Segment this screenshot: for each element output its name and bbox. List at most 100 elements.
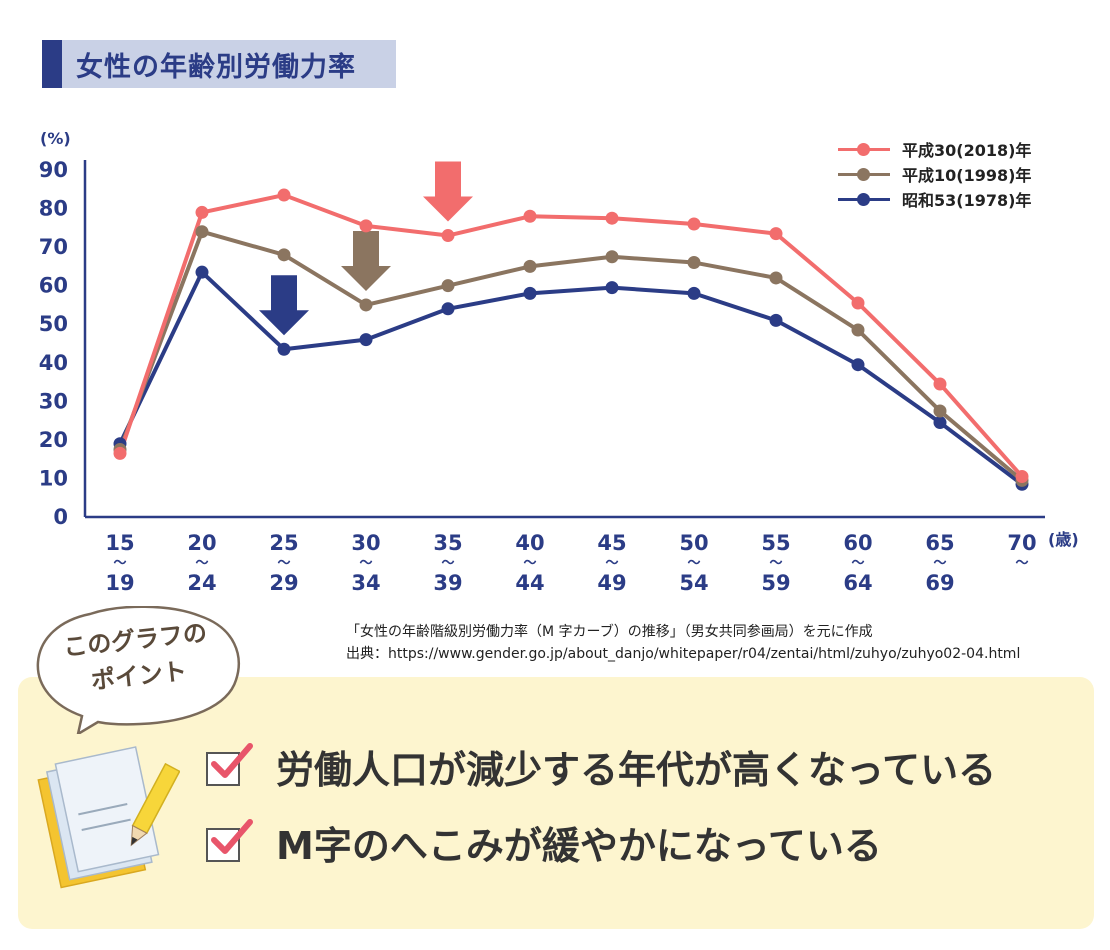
x-tick-tilde: 〜: [605, 556, 618, 571]
x-tick-label: 50: [679, 531, 708, 555]
y-tick-label: 60: [39, 274, 68, 298]
title-bar: [42, 40, 396, 88]
data-point: [359, 219, 373, 233]
legend-swatch: [838, 142, 890, 156]
x-tick-tilde: 〜: [1015, 556, 1028, 571]
down-arrow-icon: [423, 161, 473, 222]
data-point: [113, 446, 127, 460]
checkbox-icon: [206, 743, 253, 786]
legend-swatch: [838, 167, 890, 181]
data-point: [769, 227, 783, 241]
data-point: [851, 323, 865, 337]
x-tick-label: 55: [761, 531, 790, 555]
series-line: [118, 270, 1024, 486]
point-text: M字のへこみが緩やかになっている: [276, 823, 882, 868]
source-note: 「女性の年齢階級別労働力率（M 字カーブ）の推移」（男女共同参画局）を元に作成 …: [346, 621, 1020, 665]
legend-label: 平成10(1998)年: [902, 165, 1032, 185]
data-point: [523, 286, 537, 300]
y-tick-label: 70: [39, 235, 68, 259]
x-tick-tilde: 〜: [687, 556, 700, 571]
data-point: [1015, 470, 1029, 484]
x-tick-tilde: 〜: [769, 556, 782, 571]
data-point: [523, 259, 537, 273]
data-point: [687, 217, 701, 231]
x-tick-label: 45: [597, 531, 626, 555]
data-point: [195, 205, 209, 219]
source-url: 出典：https://www.gender.go.jp/about_danjo/…: [346, 646, 1021, 662]
data-point: [277, 248, 291, 262]
point-item: M字のへこみが緩やかになっている: [206, 814, 882, 870]
points-panel: [18, 677, 1094, 929]
y-tick-label: 50: [39, 312, 68, 336]
x-tick-label: 49: [597, 571, 626, 595]
data-point: [441, 279, 455, 293]
x-tick-label: 40: [515, 531, 544, 555]
y-tick-label: 20: [39, 428, 68, 452]
x-tick-label: 25: [269, 531, 298, 555]
x-tick-label: 70: [1007, 531, 1036, 555]
x-tick-label: 20: [187, 531, 216, 555]
x-tick-tilde: 〜: [359, 556, 372, 571]
x-tick-tilde: 〜: [113, 556, 126, 571]
data-point: [441, 302, 455, 316]
checkbox-icon: [206, 819, 253, 862]
title-accent: [42, 40, 62, 88]
data-point: [933, 416, 947, 430]
y-tick-label: 0: [53, 505, 68, 529]
x-tick-label: 44: [515, 571, 544, 595]
point-item: 労働人口が減少する年代が高くなっている: [206, 738, 996, 794]
data-point: [851, 358, 865, 372]
x-tick-label: 19: [105, 571, 134, 595]
data-point: [605, 281, 619, 295]
y-tick-label: 90: [39, 158, 68, 182]
down-arrow-icon: [259, 275, 309, 336]
x-tick-tilde: 〜: [441, 556, 454, 571]
x-tick-label: 69: [925, 571, 954, 595]
data-point: [933, 377, 947, 391]
x-tick-label: 29: [269, 571, 298, 595]
data-point: [605, 250, 619, 264]
speech-bubble: [36, 606, 240, 734]
legend-label: 平成30(2018)年: [902, 140, 1032, 160]
legend-item: 平成30(2018)年: [838, 136, 1031, 161]
data-point: [769, 271, 783, 285]
x-tick-label: 64: [843, 571, 872, 595]
point-text: 労働人口が減少する年代が高くなっている: [276, 747, 997, 792]
y-tick-label: 10: [39, 466, 68, 490]
data-point: [769, 313, 783, 327]
data-point: [687, 256, 701, 270]
y-tick-label: 80: [39, 197, 68, 221]
data-point: [359, 333, 373, 347]
data-point: [441, 229, 455, 243]
data-point: [195, 225, 209, 239]
data-point: [277, 188, 291, 202]
x-tick-label: 54: [679, 571, 708, 595]
series-line: [118, 229, 1024, 482]
line-chart: (%)010203040506070809015〜1920〜2425〜2930〜…: [39, 129, 1079, 595]
x-tick-label: 65: [925, 531, 954, 555]
x-axis-unit: (歳): [1048, 530, 1079, 549]
x-tick-tilde: 〜: [851, 556, 864, 571]
x-tick-label: 30: [351, 531, 380, 555]
source-caption: 「女性の年齢階級別労働力率（M 字カーブ）の推移」（男女共同参画局）を元に作成: [346, 624, 873, 640]
data-point: [933, 404, 947, 418]
x-tick-label: 60: [843, 531, 872, 555]
x-tick-tilde: 〜: [523, 556, 536, 571]
data-point: [277, 342, 291, 356]
legend-swatch: [838, 192, 890, 206]
y-tick-label: 40: [39, 351, 68, 375]
x-tick-tilde: 〜: [933, 556, 946, 571]
x-tick-label: 35: [433, 531, 462, 555]
data-point: [687, 286, 701, 300]
x-tick-label: 15: [105, 531, 134, 555]
x-tick-label: 24: [187, 571, 216, 595]
y-axis-unit: (%): [40, 129, 71, 148]
notebook-pencil-icon: [37, 746, 180, 889]
y-tick-label: 30: [39, 389, 68, 413]
data-point: [851, 296, 865, 310]
data-point: [195, 265, 209, 279]
legend: 平成30(2018)年 平成10(1998)年 昭和53(1978)年: [838, 136, 1031, 211]
data-point: [523, 209, 537, 223]
x-tick-tilde: 〜: [277, 556, 290, 571]
x-tick-label: 39: [433, 571, 462, 595]
